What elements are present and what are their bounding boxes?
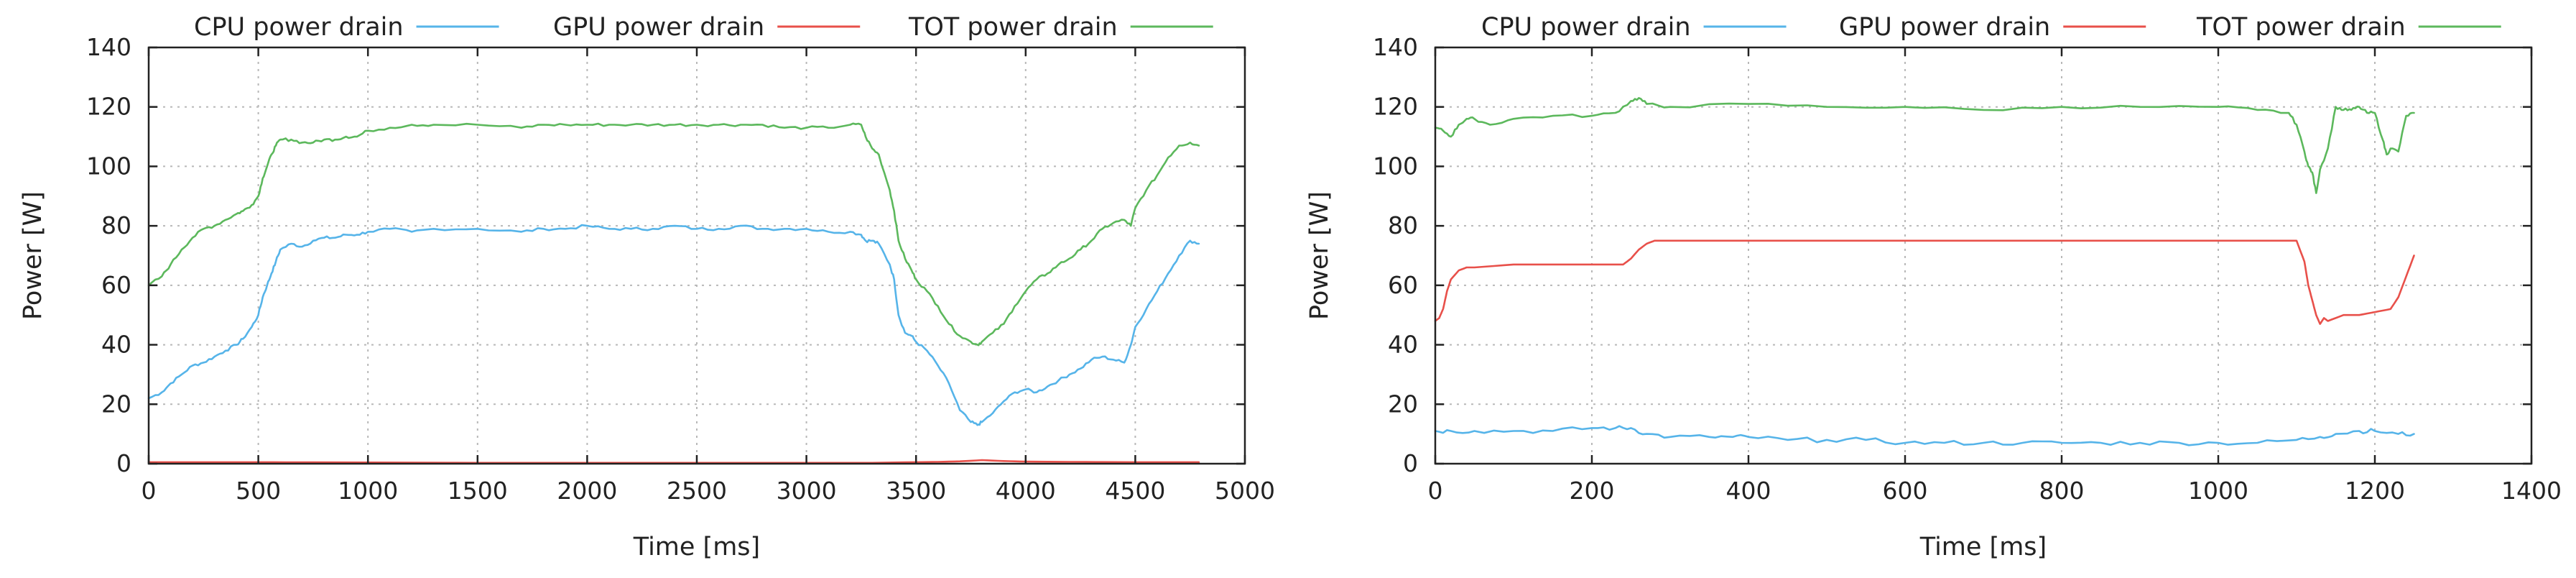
y-tick-label: 80 bbox=[101, 211, 131, 239]
x-tick-label: 500 bbox=[236, 477, 281, 505]
legend-label-gpu-power-drain: GPU power drain bbox=[1839, 13, 2050, 42]
x-tick-label: 0 bbox=[142, 477, 157, 505]
y-tick-label: 20 bbox=[101, 390, 131, 418]
y-tick-label: 140 bbox=[86, 33, 131, 61]
x-tick-label: 4500 bbox=[1105, 477, 1165, 505]
plot-frame bbox=[1434, 46, 2533, 465]
y-axis-title: Power [W] bbox=[1305, 191, 1334, 320]
x-tick-label: 2500 bbox=[667, 477, 727, 505]
y-tick-label: 140 bbox=[1373, 33, 1418, 61]
legend: CPU power drain GPU power drain TOT power … bbox=[194, 13, 1213, 42]
y-tick-label: 0 bbox=[1403, 449, 1418, 477]
x-axis-title: Time [ms] bbox=[633, 533, 760, 561]
series-group bbox=[1434, 97, 2415, 446]
x-tick-label: 1400 bbox=[2501, 477, 2562, 505]
x-tick-label: 1000 bbox=[338, 477, 398, 505]
x-tick-label: 400 bbox=[1726, 477, 1771, 505]
x-tick-label: 3500 bbox=[886, 477, 946, 505]
x-tick-label: 2000 bbox=[557, 477, 617, 505]
tot-power-drain-line bbox=[1434, 97, 2415, 194]
y-tick-label: 20 bbox=[1388, 390, 1418, 418]
y-tick-label: 40 bbox=[1388, 331, 1418, 359]
legend-label-tot-power-drain: TOT power drain bbox=[908, 13, 1118, 42]
gpu-power-drain-line bbox=[1434, 239, 2415, 325]
cpu-power-drain-line bbox=[1434, 425, 2415, 446]
x-axis-title: Time [ms] bbox=[1919, 533, 2047, 561]
grid bbox=[1435, 47, 2531, 464]
y-tick-label: 40 bbox=[101, 331, 131, 359]
cpu-power-drain-line bbox=[147, 224, 1200, 426]
x-tick-label: 5000 bbox=[1215, 477, 1275, 505]
legend-label-cpu-power-drain: CPU power drain bbox=[1481, 13, 1691, 42]
x-tick-label: 200 bbox=[1570, 477, 1615, 505]
y-tick-label: 120 bbox=[86, 93, 131, 121]
axes: 0 20 40 60 80 100 120 140 0 500 1000 1500 2000 2500 30… bbox=[86, 33, 1275, 505]
x-tick-label: 1200 bbox=[2345, 477, 2405, 505]
tot-power-drain-line bbox=[147, 122, 1200, 347]
y-tick-label: 0 bbox=[116, 449, 131, 477]
y-tick-label: 100 bbox=[86, 152, 131, 180]
x-tick-label: 1500 bbox=[448, 477, 508, 505]
legend-label-tot-power-drain: TOT power drain bbox=[2196, 13, 2406, 42]
y-axis-title: Power [W] bbox=[19, 191, 47, 320]
y-tick-label: 120 bbox=[1373, 93, 1418, 121]
x-tick-label: 1000 bbox=[2188, 477, 2248, 505]
legend-label-gpu-power-drain: GPU power drain bbox=[553, 13, 764, 42]
x-tick-label: 0 bbox=[1428, 477, 1443, 505]
y-tick-label: 80 bbox=[1388, 211, 1418, 239]
gpu-power-drain-line bbox=[147, 459, 1200, 464]
y-tick-label: 100 bbox=[1373, 152, 1418, 180]
y-tick-label: 60 bbox=[101, 271, 131, 299]
x-tick-label: 800 bbox=[2039, 477, 2085, 505]
x-tick-label: 600 bbox=[1883, 477, 1928, 505]
y-tick-label: 60 bbox=[1388, 271, 1418, 299]
legend: CPU power drain GPU power drain TOT power … bbox=[1481, 13, 2501, 42]
grid bbox=[149, 47, 1245, 464]
series-group bbox=[147, 122, 1200, 464]
legend-label-cpu-power-drain: CPU power drain bbox=[194, 13, 404, 42]
left-power-chart: 0 20 40 60 80 100 120 140 0 500 1000 1500 2000 2500 30… bbox=[19, 13, 1275, 561]
x-tick-label: 3000 bbox=[777, 477, 837, 505]
x-tick-label: 4000 bbox=[996, 477, 1056, 505]
